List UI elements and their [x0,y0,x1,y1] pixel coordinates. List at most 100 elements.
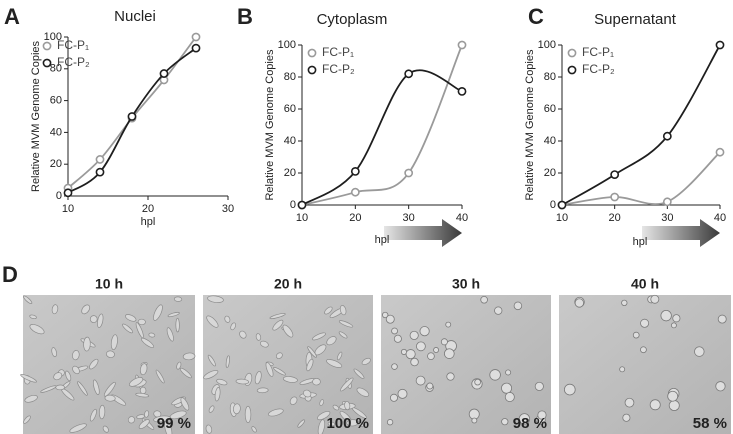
cell [65,370,72,382]
cell [409,330,419,340]
legend-marker [42,58,52,68]
cell [51,347,57,358]
cell [326,359,343,368]
cell [83,336,91,352]
cell [307,346,317,358]
legend-marker [42,41,52,51]
cell [621,299,628,307]
y-tick-label: 80 [284,71,296,83]
cell [72,365,80,375]
data-point [662,131,672,141]
cell [346,419,359,427]
cell [624,397,635,408]
data-point [457,87,467,96]
y-tick-label: 40 [544,135,556,147]
cell [416,341,426,352]
data-point [350,187,360,197]
cell [297,419,306,428]
x-tick-label: 30 [403,212,415,224]
cell [393,334,402,343]
cell [55,384,65,391]
cell [180,397,190,411]
cell [256,387,269,394]
y-tick-label: 20 [284,167,296,179]
cell [446,372,455,381]
cell [148,332,156,338]
chart-panel: B Cytoplasm 0 20 40 60 80 100 10 20 30 40 hpl Relativ… [237,4,468,246]
cell [445,321,452,328]
cell [166,327,174,342]
cell [29,324,45,335]
cell [268,408,284,417]
cell [361,357,371,365]
cell [182,352,196,361]
cell [265,362,274,377]
x-tick-label: 10 [62,203,74,215]
cell [640,318,650,328]
y-axis-label: Relative MVM Genome Copies [264,49,276,201]
y-tick-label: 100 [278,39,296,51]
panel-d: D 10 h 99 % 20 h 100 % 30 h 98 % 40 h 58 % [2,262,731,434]
legend-label: FC-P₂ [582,62,615,76]
cell [340,377,354,392]
cell [426,382,434,390]
data-point [557,200,567,210]
cell [289,396,298,405]
confluence-label: 100 % [326,415,369,432]
cell [622,413,631,422]
data-point [715,40,725,50]
x-axis-label: hpl [375,234,390,246]
cell [141,337,154,348]
data-point [610,192,620,202]
cell [317,419,326,434]
legend-marker [567,65,577,75]
cell [316,411,331,421]
cell [632,331,640,339]
data-point [404,69,414,79]
cell [471,417,478,424]
cell [694,346,705,357]
data-point [662,197,672,207]
cell [92,379,100,396]
cell [444,348,455,359]
confluence-label: 58 % [693,415,727,432]
y-tick-label: 60 [50,95,62,107]
cell [244,405,252,424]
cell [29,314,37,320]
chart-title: Cytoplasm [317,11,388,28]
confluence-label: 98 % [513,415,547,432]
data-point [95,155,105,164]
x-tick-label: 20 [142,203,154,215]
cell [235,378,250,385]
cell [670,322,677,329]
cell [153,415,171,423]
cell [72,350,80,361]
y-tick-label: 40 [50,126,62,138]
cell [717,314,727,324]
cell [155,369,165,384]
fit-curve [301,44,463,206]
cell [427,352,435,360]
cell [69,423,87,433]
cell [260,340,269,348]
y-tick-label: 60 [284,103,296,115]
y-tick-label: 100 [44,31,62,43]
cell [208,405,215,413]
cell [660,310,672,322]
cell [667,390,679,402]
data-point [350,166,360,176]
chart-panel: C Supernatant 0 20 40 60 80 100 10 20 30 40 hpl Relat… [524,4,726,248]
time-arrow [384,219,462,247]
x-tick-label: 40 [714,212,726,224]
micrograph-bg [559,295,731,434]
legend-label: FC-P₁ [57,38,89,52]
cell [715,381,726,392]
micrograph-bg [23,295,195,434]
x-tick-label: 30 [661,212,673,224]
cell [269,313,286,319]
cell [77,381,88,396]
cell [303,389,312,398]
cell [419,326,430,337]
cell [311,332,327,341]
